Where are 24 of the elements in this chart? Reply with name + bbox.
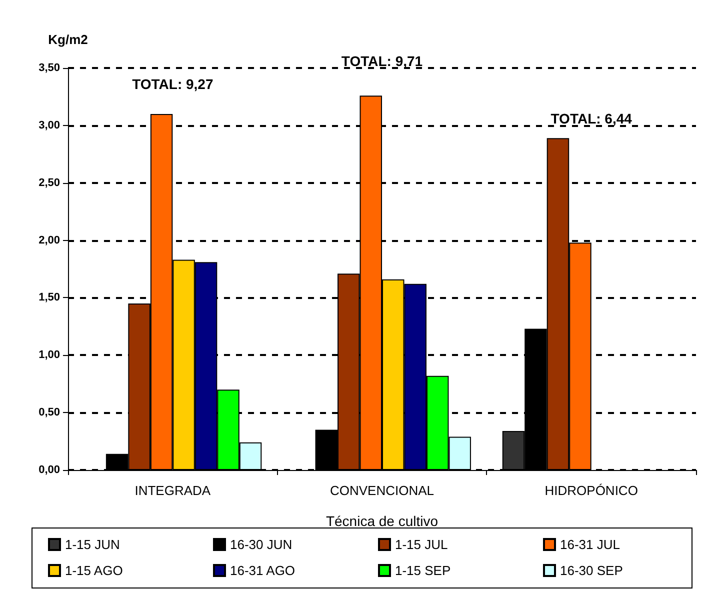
y-tick-label: 1,50 <box>38 292 60 304</box>
x-tick-label: HIDROPÓNICO <box>544 483 638 498</box>
y-tick-label: 0,00 <box>38 464 60 476</box>
legend-label: 16-31 AGO <box>230 563 296 578</box>
x-axis-title: Técnica de cultivo <box>326 513 438 529</box>
y-tick-label: 2,00 <box>38 234 60 246</box>
legend-label: 16-31 JUL <box>560 537 620 552</box>
legend-label: 1-15 SEP <box>395 563 451 578</box>
legend-label: 1-15 JUL <box>395 537 448 552</box>
legend-label: 16-30 SEP <box>560 563 623 578</box>
legend-label: 1-15 JUN <box>65 537 120 552</box>
y-axis-title: Kg/m2 <box>48 32 88 47</box>
legend-label: 1-15 AGO <box>65 563 123 578</box>
annotation: TOTAL: 9,71 <box>341 53 423 69</box>
annotation: TOTAL: 9,27 <box>132 76 214 92</box>
y-tick-label: 1,00 <box>38 349 60 362</box>
y-tick-label: 3,00 <box>38 119 60 132</box>
annotation: TOTAL: 6,44 <box>550 110 632 126</box>
legend-label: 16-30 JUN <box>230 537 292 552</box>
y-tick-label: 0,50 <box>38 406 60 419</box>
x-tick-label: INTEGRADA <box>134 483 211 498</box>
x-tick-label: CONVENCIONAL <box>330 483 434 498</box>
y-tick-label: 2,50 <box>38 176 60 189</box>
y-tick-label: 3,50 <box>38 62 60 74</box>
